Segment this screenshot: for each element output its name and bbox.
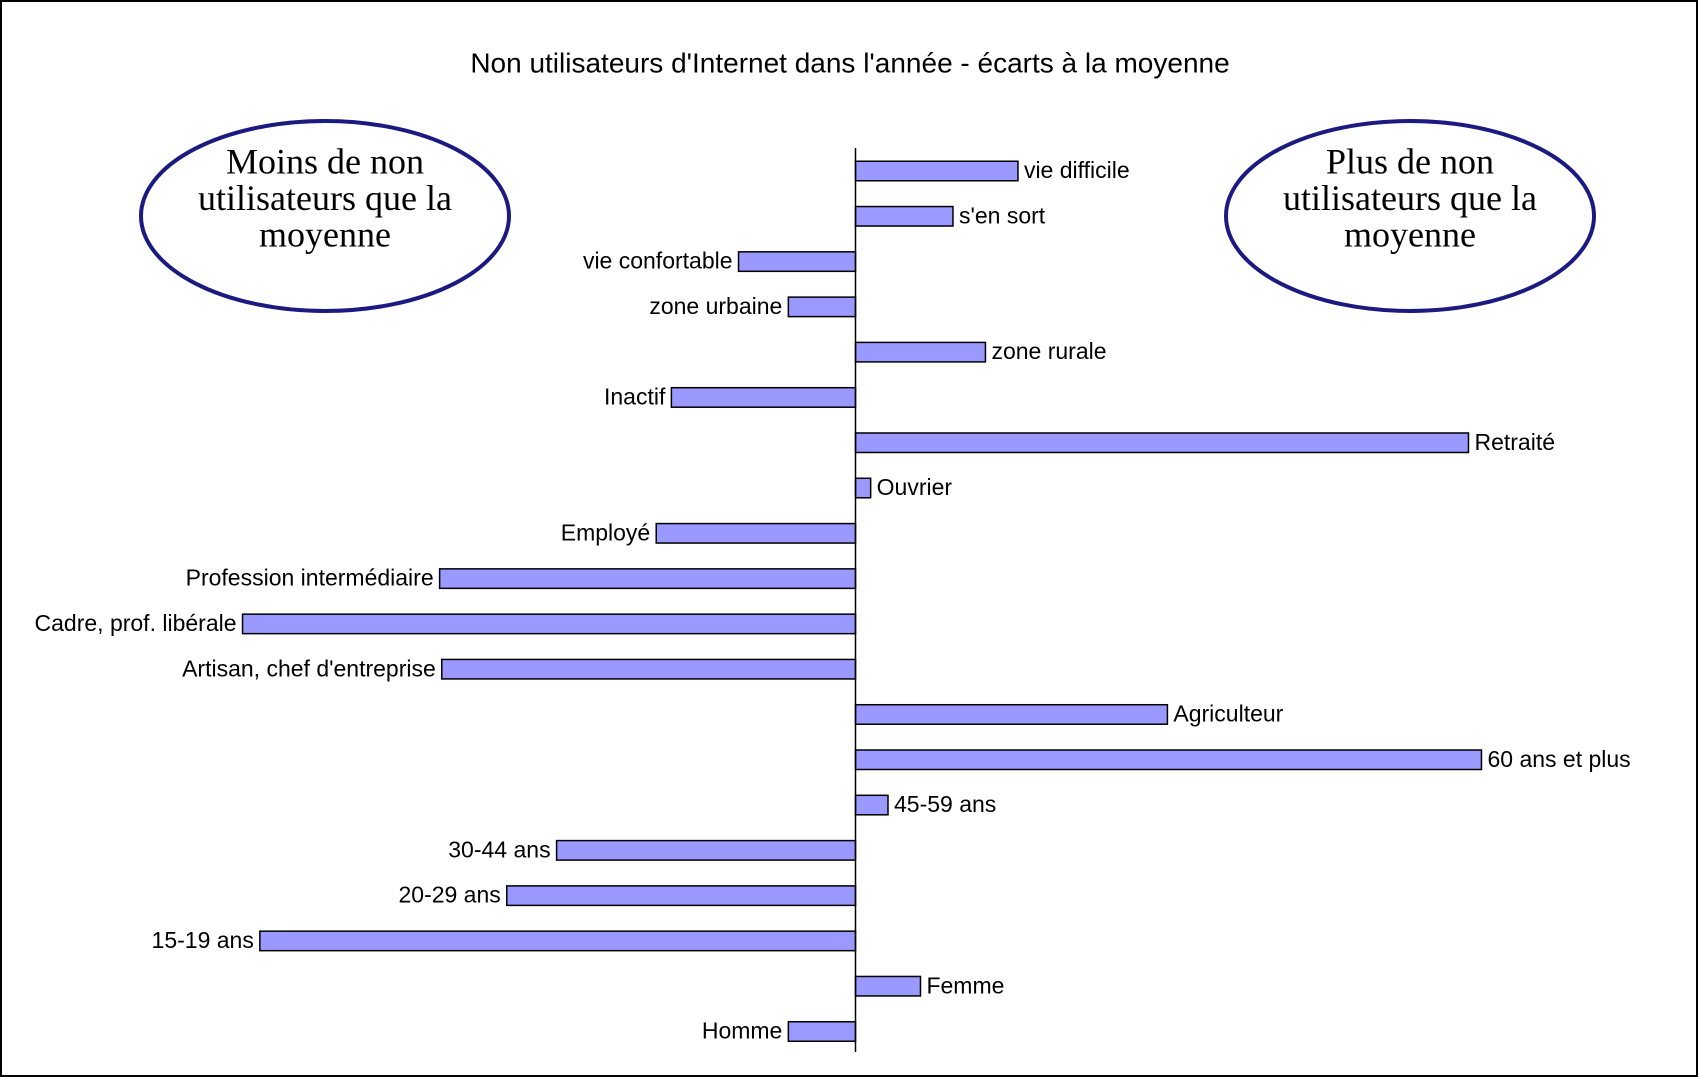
bar (655, 522, 857, 544)
category-label: Ouvrier (877, 474, 953, 500)
bar (259, 930, 857, 952)
annotation-text: moyenne (259, 214, 391, 254)
category-label: 20-29 ans (398, 882, 500, 908)
bar (854, 477, 872, 499)
annotation-text: utilisateurs que la (1283, 178, 1537, 218)
bar (854, 749, 1483, 771)
chart-title: Non utilisateurs d'Internet dans l'année… (470, 47, 1229, 78)
category-label: 45-59 ans (894, 791, 996, 817)
bar (854, 341, 987, 363)
bar (506, 885, 857, 907)
bar (737, 251, 857, 273)
bar (555, 839, 857, 861)
category-label: 30-44 ans (448, 836, 550, 862)
category-label: Homme (702, 1018, 783, 1044)
category-label: Retraité (1474, 429, 1555, 455)
category-label: 15-19 ans (152, 927, 254, 953)
bar (854, 703, 1169, 725)
bar (438, 568, 857, 590)
bar (854, 432, 1470, 454)
bar (670, 386, 857, 408)
bar (854, 794, 889, 816)
category-label: s'en sort (959, 202, 1046, 228)
annotation-ellipse (1224, 119, 1596, 313)
bar (854, 975, 922, 997)
annotation-text: moyenne (1344, 214, 1476, 254)
category-label: zone urbaine (649, 293, 782, 319)
bar (241, 613, 857, 635)
category-label: Femme (926, 972, 1004, 998)
category-label: Profession intermédiaire (186, 565, 434, 591)
annotation-text: Moins de non (226, 141, 424, 181)
category-label: Agriculteur (1173, 701, 1283, 727)
category-label: Artisan, chef d'entreprise (182, 655, 436, 681)
bar (854, 205, 954, 227)
bar (441, 658, 857, 680)
category-label: Employé (561, 519, 650, 545)
category-label: vie confortable (583, 248, 733, 274)
bar (787, 1021, 857, 1042)
category-label: vie difficile (1024, 157, 1130, 183)
category-label: Cadre, prof. libérale (35, 610, 237, 636)
category-label: zone rurale (991, 338, 1106, 364)
bar (787, 296, 857, 318)
annotation-ellipse (139, 119, 511, 313)
annotation-text: Plus de non (1326, 141, 1494, 181)
category-label: Inactif (604, 384, 666, 410)
annotation-text: utilisateurs que la (198, 178, 452, 218)
category-label: 60 ans et plus (1487, 746, 1630, 772)
bar (854, 160, 1019, 182)
